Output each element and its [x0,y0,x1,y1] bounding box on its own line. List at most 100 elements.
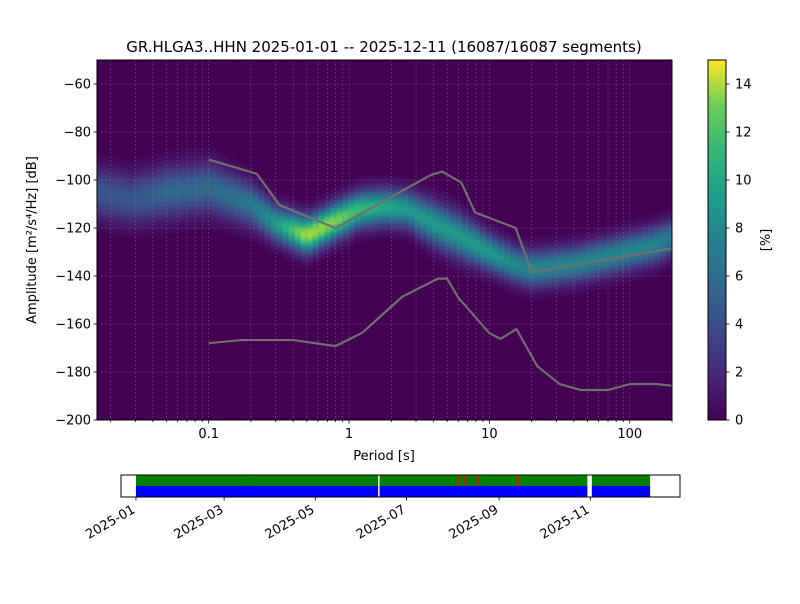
heatmap-cell [114,203,122,207]
heatmap-cell [642,256,649,260]
heatmap-cell [108,199,116,203]
heatmap-cell [510,241,517,245]
heatmap-cell [324,205,331,209]
heatmap-cell [258,182,266,186]
heatmap-cell [414,219,421,223]
heatmap-cell [330,212,337,215]
heatmap-cell [120,185,128,189]
heatmap-cell [330,197,337,201]
heatmap-cell [438,203,445,206]
heatmap-cell [330,219,337,223]
heatmap-cell [534,296,541,300]
heatmap-cell [444,220,451,224]
heatmap-cell [246,179,254,183]
heatmap-cell [144,193,152,197]
heatmap-cell [300,212,308,216]
heatmap-cell [438,253,445,257]
heatmap-cell [186,198,194,202]
heatmap-cell [198,216,206,220]
heatmap-cell [366,222,373,226]
heatmap-cell [612,242,619,246]
heatmap-cell [522,238,529,242]
heatmap-cell [510,285,517,288]
heatmap-cell [666,246,672,249]
heatmap-cell [636,229,643,233]
heatmap-cell [150,172,158,176]
heatmap-cell [228,228,236,232]
heatmap-cell [510,282,517,286]
heatmap-cell [444,210,451,214]
heatmap-cell [138,175,146,179]
heatmap-cell [342,237,349,241]
heatmap-cell [240,183,248,186]
heatmap-cell [444,263,451,267]
heatmap-cell [462,273,469,277]
heatmap-cell [210,147,218,151]
heatmap-cell [468,256,475,259]
heatmap-cell [570,242,577,246]
heatmap-cell [156,219,164,223]
heatmap-cell [210,161,218,165]
heatmap-cell [552,249,559,253]
heatmap-cell [546,276,553,280]
heatmap-cell [288,236,296,240]
heatmap-cell [120,209,128,213]
heatmap-cell [222,188,230,192]
heatmap-cell [558,284,565,288]
heatmap-cell [534,272,541,276]
heatmap-cell [234,191,242,195]
heatmap-cell [144,154,152,158]
heatmap-cell [522,267,529,270]
heatmap-cell [132,224,140,228]
heatmap-cell [408,229,415,232]
heatmap-cell [168,196,176,199]
heatmap-cell [438,258,445,262]
heatmap-cell [480,240,487,244]
heatmap-cell [618,265,625,268]
heatmap-cell [228,218,236,222]
heatmap-cell [258,216,266,220]
heatmap-cell [132,186,140,190]
heatmap-cell [300,250,308,254]
heatmap-cell [180,190,188,193]
heatmap-cell [492,281,499,285]
heatmap-cell [384,194,391,198]
heatmap-cell [390,207,397,211]
heatmap-cell [162,156,170,159]
heatmap-cell [198,180,206,184]
heatmap-cell [246,184,254,188]
heatmap-cell [216,206,224,210]
heatmap-cell [168,186,176,190]
heatmap-cell [594,287,601,291]
heatmap-cell [126,194,134,197]
heatmap-cell [576,291,583,295]
heatmap-cell [270,222,278,226]
heatmap-cell [378,187,385,191]
heatmap-cell [97,187,104,191]
heatmap-cell [516,287,523,290]
heatmap-cell [360,203,367,207]
heatmap-cell [534,248,541,252]
heatmap-cell [594,239,601,243]
heatmap-cell [318,249,325,253]
heatmap-cell [216,208,224,212]
heatmap-cell [432,233,439,237]
heatmap-cell [384,225,391,229]
heatmap-cell [444,232,451,236]
heatmap-cell [300,255,308,259]
colorbar-tick-label: 4 [735,318,743,333]
heatmap-cell [318,213,325,217]
heatmap-cell [192,183,200,187]
heatmap-cell [528,292,535,296]
heatmap-cell [288,258,296,261]
heatmap-cell [360,198,367,202]
heatmap-cell [288,241,296,245]
heatmap-cell [306,252,314,256]
heatmap-cell [276,253,284,257]
heatmap-cell [624,275,631,279]
heatmap-cell [438,243,445,247]
heatmap-cell [156,205,164,209]
heatmap-cell [522,262,529,266]
heatmap-cell [600,235,607,239]
heatmap-cell [612,254,619,258]
